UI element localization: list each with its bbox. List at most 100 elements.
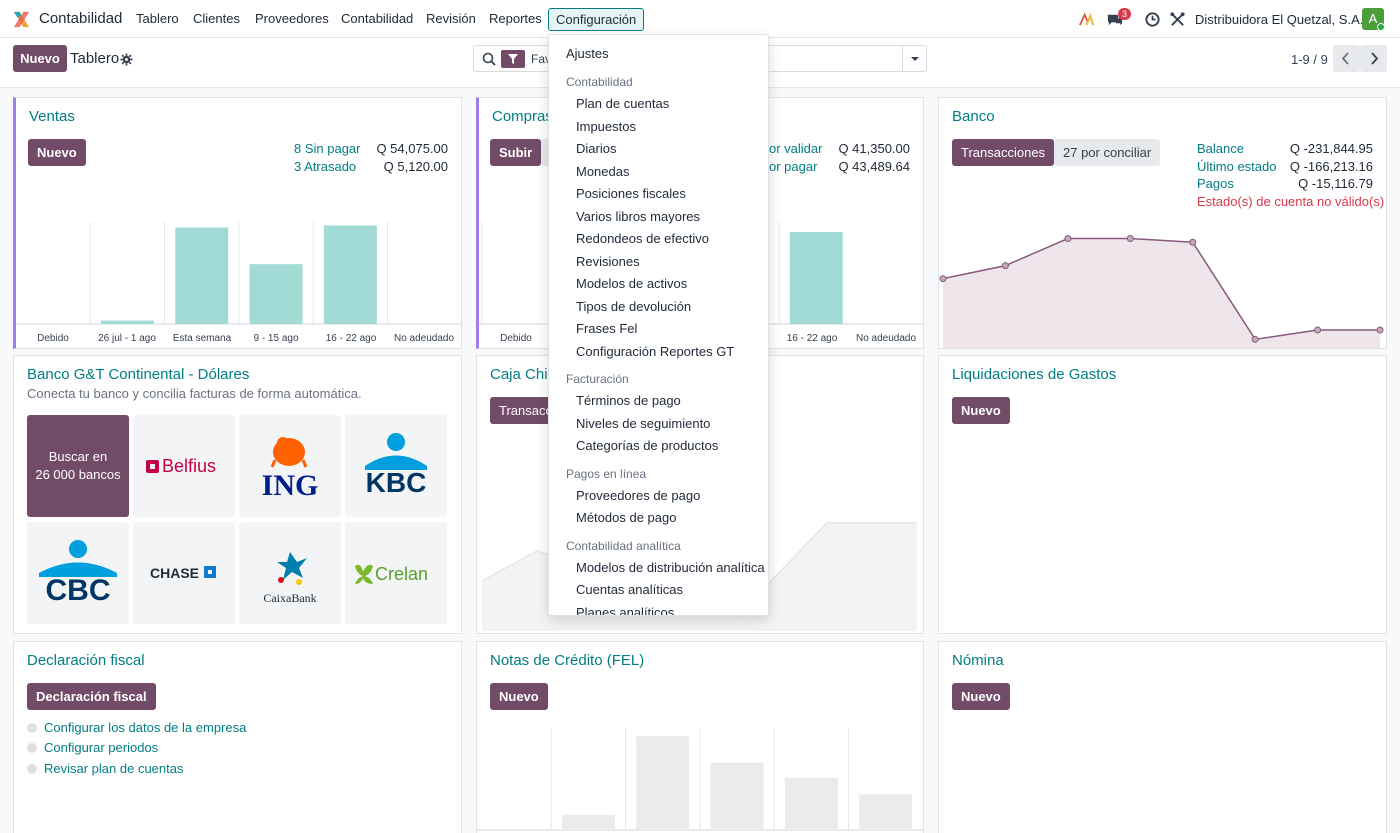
menu-tablero[interactable]: Tablero <box>136 11 179 26</box>
menu-item[interactable]: Posiciones fiscales <box>576 186 686 201</box>
bank-tile-kbc[interactable]: KBC <box>345 415 447 517</box>
pager-previous[interactable] <box>1333 45 1360 72</box>
banco-last-statement-link[interactable]: Último estado <box>1197 159 1277 174</box>
card-title[interactable]: Banco <box>952 108 995 125</box>
banco-point <box>1376 326 1384 334</box>
chat-badge: 3 <box>1118 8 1132 20</box>
card-title[interactable]: Liquidaciones de Gastos <box>952 366 1117 383</box>
menu-item[interactable]: Modelos de activos <box>576 276 688 291</box>
todo-link[interactable]: Configurar periodos <box>44 740 159 755</box>
todo-link[interactable]: Revisar plan de cuentas <box>44 761 184 776</box>
card-title[interactable]: Ventas <box>29 108 75 125</box>
search-banks-button[interactable]: Buscar en 26 000 bancos <box>27 415 129 517</box>
menu-configuracion[interactable]: Configuración <box>548 8 645 31</box>
company-switcher[interactable]: Distribuidora El Quetzal, S.A. <box>1195 12 1364 27</box>
menu-section-header: Facturación <box>566 372 629 386</box>
todo-item[interactable]: Configurar periodos <box>27 740 158 755</box>
menu-item[interactable]: Tipos de devolución <box>576 298 692 314</box>
crelan-logo: Crelan <box>355 564 428 584</box>
card-title[interactable]: Banco G&T Continental - Dólares <box>27 366 250 383</box>
menu-item[interactable]: Niveles de seguimiento <box>576 415 711 431</box>
gear-icon[interactable] <box>120 53 133 66</box>
menu-item[interactable]: Categorías de productos <box>576 438 719 453</box>
chat-icon[interactable] <box>1106 11 1123 28</box>
chart-bar <box>100 320 154 324</box>
bank-tile-caixabank[interactable]: CaixaBank <box>239 522 341 624</box>
todo-link[interactable]: Configurar los datos de la empresa <box>44 720 247 735</box>
todo-dot-icon <box>27 764 37 774</box>
ventas-late-link[interactable]: 3 Atrasado <box>294 159 357 174</box>
caixabank-logo: CaixaBank <box>263 552 317 605</box>
declaracion-button[interactable]: Declaración fiscal <box>27 683 156 710</box>
card-title[interactable]: Nómina <box>952 652 1004 669</box>
clock-icon[interactable] <box>1144 11 1161 28</box>
bank-tile-crelan[interactable]: Crelan <box>345 522 447 624</box>
accounting-app-icon[interactable] <box>12 10 31 29</box>
menu-item[interactable]: Modelos de distribución analítica <box>576 559 765 575</box>
card-title[interactable]: Compras <box>492 108 553 125</box>
banco-invalid-statement-warning[interactable]: Estado(s) de cuenta no válido(s) <box>1197 194 1385 209</box>
menu-item[interactable]: Plan de cuentas <box>576 96 670 111</box>
pager-value[interactable]: 1-9 / 9 <box>1291 52 1328 67</box>
studio-icon[interactable] <box>1078 11 1095 28</box>
menu-item[interactable]: Proveedores de pago <box>576 487 701 503</box>
caixabank-wordmark: CaixaBank <box>263 591 316 605</box>
pager-next[interactable] <box>1360 45 1387 72</box>
bank-tile-ing[interactable]: ING <box>239 415 341 517</box>
app-name[interactable]: Contabilidad <box>39 10 123 27</box>
bank-tile-chase[interactable]: CHASE <box>133 522 235 624</box>
todo-item[interactable]: Configurar los datos de la empresa <box>27 720 246 735</box>
crelan-wordmark: Crelan <box>375 564 428 584</box>
nomina-new-button[interactable]: Nuevo <box>952 683 1010 710</box>
ventas-bar-chart <box>16 222 461 325</box>
menu-item[interactable]: Diarios <box>576 141 617 156</box>
card-nomina: Nómina Nuevo <box>938 641 1387 833</box>
menu-revision[interactable]: Revisión <box>426 11 476 26</box>
ventas-x-label: Debido <box>37 333 69 344</box>
card-title[interactable]: Caja Chic <box>490 366 556 383</box>
menu-item[interactable]: Configuración Reportes GT <box>576 343 735 359</box>
banco-reconcile-button[interactable]: 27 por conciliar <box>1054 139 1161 166</box>
new-button[interactable]: Nuevo <box>13 45 67 72</box>
banco-point <box>1251 335 1259 343</box>
compras-validate-link[interactable]: or validar <box>769 141 823 156</box>
card-title[interactable]: Notas de Crédito (FEL) <box>490 652 645 669</box>
notas-new-button[interactable]: Nuevo <box>490 683 548 710</box>
liquidaciones-new-button[interactable]: Nuevo <box>952 397 1010 424</box>
menu-item[interactable]: Planes analíticos <box>576 604 675 616</box>
menu-reportes[interactable]: Reportes <box>489 11 542 26</box>
menu-item[interactable]: Métodos de pago <box>576 510 677 525</box>
chart-bar <box>859 794 913 830</box>
todo-item[interactable]: Revisar plan de cuentas <box>27 761 183 776</box>
menu-item-ajustes[interactable]: Ajustes <box>566 46 609 61</box>
facet-text: Fav <box>531 52 552 66</box>
menu-item[interactable]: Monedas <box>576 163 630 179</box>
menu-item[interactable]: Términos de pago <box>576 393 681 408</box>
filter-facet[interactable] <box>501 50 525 68</box>
menu-proveedores[interactable]: Proveedores <box>255 11 329 26</box>
bank-tile-cbc[interactable]: CBC <box>27 522 129 624</box>
menu-item[interactable]: Redondeos de efectivo <box>576 231 709 246</box>
chart-bar <box>710 762 764 830</box>
chart-bar <box>784 777 838 830</box>
menu-item[interactable]: Varios libros mayores <box>576 208 701 224</box>
menu-item[interactable]: Revisiones <box>576 253 640 269</box>
bank-tile-belfius[interactable]: Belfius <box>133 415 235 517</box>
menu-item[interactable]: Cuentas analíticas <box>576 582 683 597</box>
search-options-toggle[interactable] <box>902 46 926 71</box>
banco-payments-link[interactable]: Pagos <box>1197 176 1234 191</box>
card-title[interactable]: Declaración fiscal <box>27 652 145 669</box>
menu-contabilidad[interactable]: Contabilidad <box>341 11 414 26</box>
compras-upload-button[interactable]: Subir <box>490 139 542 166</box>
banco-balance-link[interactable]: Balance <box>1197 141 1244 156</box>
card-declaracion-fiscal: Declaración fiscal Declaración fiscal Co… <box>13 641 462 833</box>
menu-item[interactable]: Impuestos <box>576 118 636 134</box>
banco-transactions-button[interactable]: Transacciones <box>952 139 1055 166</box>
ventas-unpaid-link[interactable]: 8 Sin pagar <box>294 141 361 156</box>
menu-clientes[interactable]: Clientes <box>193 11 240 26</box>
debug-tools-icon[interactable] <box>1169 11 1186 28</box>
menu-item[interactable]: Frases Fel <box>576 321 638 336</box>
compras-pay-link[interactable]: or pagar <box>769 159 818 174</box>
card-subtitle: Conecta tu banco y concilia facturas de … <box>27 386 362 401</box>
ventas-new-button[interactable]: Nuevo <box>28 139 86 166</box>
